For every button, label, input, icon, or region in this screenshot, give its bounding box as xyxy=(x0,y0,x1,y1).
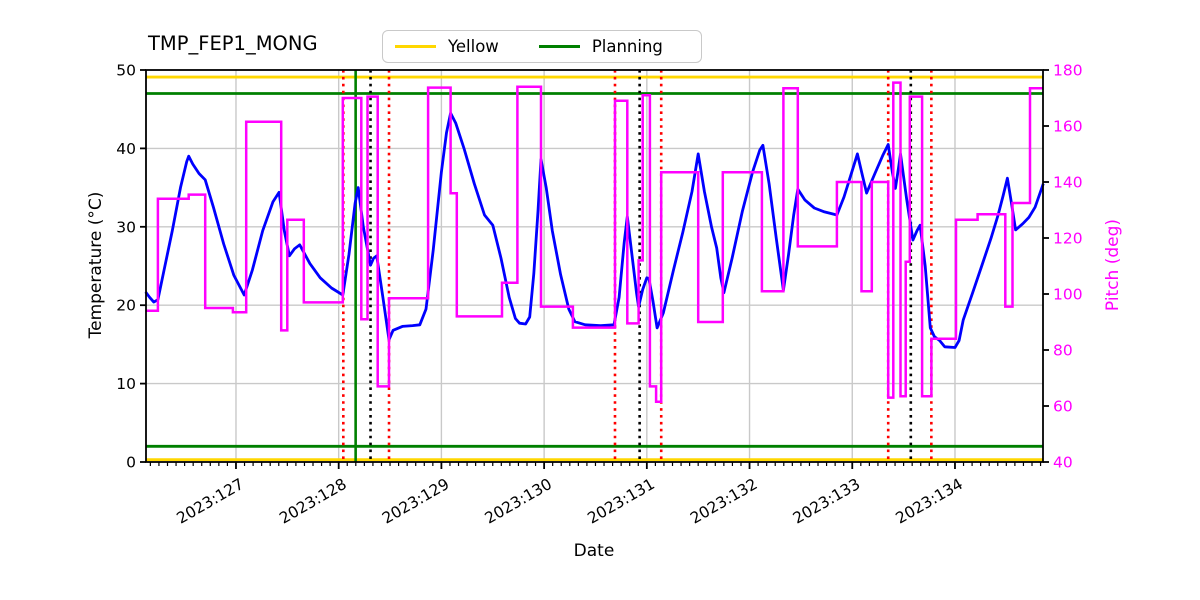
y-right-tick-label: 180 xyxy=(1053,62,1083,80)
legend-label-yellow: Yellow xyxy=(448,37,499,56)
y-left-tick-label: 0 xyxy=(126,454,136,472)
x-axis-label: Date xyxy=(573,541,615,561)
x-tick-label: 2023:134 xyxy=(893,475,966,528)
legend-entry-yellow: Yellow xyxy=(395,37,499,56)
x-tick-label: 2023:133 xyxy=(790,475,863,528)
legend: Yellow Planning xyxy=(382,30,702,63)
y-right-tick-label: 100 xyxy=(1053,286,1083,304)
pitch-series xyxy=(145,81,1044,404)
y-right-tick-label: 60 xyxy=(1053,398,1073,416)
y-left-tick-label: 50 xyxy=(116,62,136,80)
y-axis-label-right: Pitch (deg) xyxy=(1103,218,1123,312)
y-left-tick-label: 10 xyxy=(116,375,136,393)
plot-border xyxy=(145,69,1044,463)
y-right-tick-label: 80 xyxy=(1053,342,1073,360)
x-tick-label: 2023:132 xyxy=(687,475,760,528)
x-tick-label: 2023:128 xyxy=(276,475,349,528)
x-tick-label: 2023:130 xyxy=(482,475,555,528)
y-right-tick-label: 160 xyxy=(1053,118,1083,136)
x-tick-label: 2023:127 xyxy=(174,475,247,528)
planning-line-swatch xyxy=(538,44,580,49)
x-tick-label: 2023:131 xyxy=(585,475,658,528)
y-axis-label-left: Temperature (°C) xyxy=(86,191,106,339)
x-tick-label: 2023:129 xyxy=(379,475,452,528)
chart-title: TMP_FEP1_MONG xyxy=(148,32,318,55)
y-right-tick-label: 140 xyxy=(1053,174,1083,192)
y-right-tick-label: 40 xyxy=(1053,454,1073,472)
y-right-tick-label: 120 xyxy=(1053,230,1083,248)
y-left-tick-label: 30 xyxy=(116,218,136,236)
legend-label-planning: Planning xyxy=(591,37,663,56)
y-left-tick-label: 40 xyxy=(116,140,136,158)
yellow-line-swatch xyxy=(395,44,436,49)
temperature-series xyxy=(144,111,1045,349)
legend-entry-planning: Planning xyxy=(538,37,663,56)
y-left-tick-label: 20 xyxy=(116,297,136,315)
